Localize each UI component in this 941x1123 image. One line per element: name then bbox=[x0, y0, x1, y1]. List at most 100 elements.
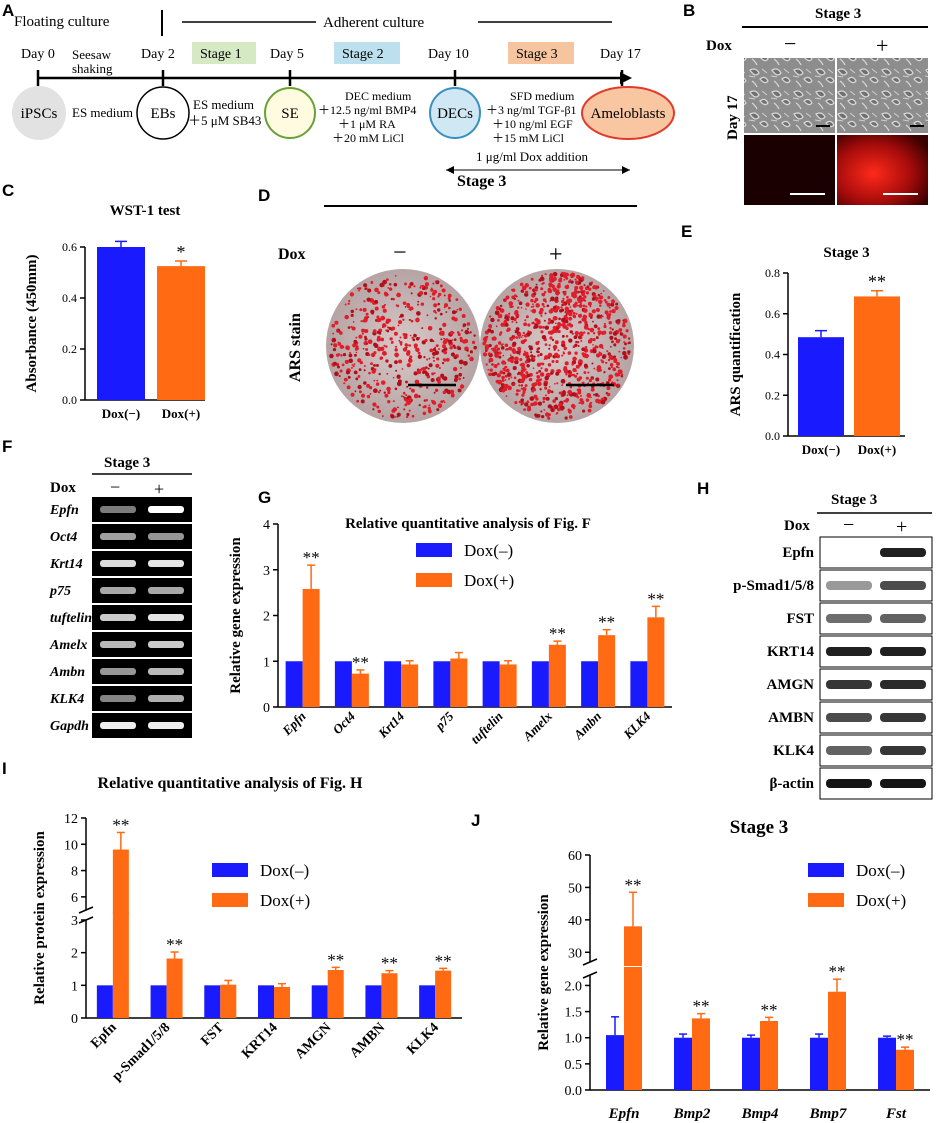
stain-dot bbox=[544, 368, 549, 372]
stain-dot bbox=[408, 397, 412, 401]
stain-dot bbox=[617, 318, 621, 323]
gel-band bbox=[148, 560, 184, 567]
stain-dot bbox=[576, 396, 580, 399]
panel-b-minus: − bbox=[784, 31, 796, 56]
stain-dot bbox=[607, 358, 611, 362]
stain-dot bbox=[466, 327, 469, 330]
stain-dot bbox=[563, 346, 567, 351]
stain-dot bbox=[585, 398, 590, 402]
gel-label-p75: p75 bbox=[49, 584, 71, 599]
stain-dot bbox=[473, 345, 477, 350]
dish-minus-stain bbox=[329, 275, 477, 419]
stain-dot bbox=[392, 376, 395, 379]
stain-dot bbox=[536, 362, 541, 367]
bar-dox-epfn-lower bbox=[624, 967, 642, 1090]
stain-dot bbox=[360, 399, 365, 404]
stain-dot bbox=[540, 314, 543, 317]
stain-dot bbox=[579, 394, 582, 397]
stain-dot bbox=[484, 344, 490, 350]
stain-dot bbox=[565, 310, 570, 315]
stain-dot bbox=[566, 295, 569, 299]
stain-dot bbox=[437, 302, 440, 306]
stain-dot bbox=[577, 280, 582, 285]
stain-dot bbox=[406, 415, 409, 419]
stain-dot bbox=[357, 358, 362, 363]
stain-dot bbox=[572, 315, 577, 319]
stain-dot bbox=[567, 298, 573, 303]
stain-dot bbox=[427, 325, 433, 331]
day-0-label: Day 0 bbox=[21, 47, 55, 62]
stain-dot bbox=[543, 382, 548, 387]
stain-dot bbox=[581, 352, 585, 356]
stain-dot bbox=[442, 322, 447, 328]
stain-dot bbox=[453, 346, 457, 349]
stain-dot bbox=[473, 334, 476, 337]
stain-dot bbox=[557, 322, 562, 327]
stain-dot bbox=[349, 351, 352, 354]
stain-dot bbox=[525, 302, 530, 307]
stain-dot bbox=[530, 402, 534, 407]
stain-dot bbox=[567, 374, 572, 378]
panel-b: B Stage 3 Dox − + Day 17 bbox=[683, 1, 928, 205]
bar-dox-tuftelin bbox=[499, 664, 517, 707]
stain-dot bbox=[618, 350, 621, 353]
stain-dot bbox=[599, 295, 604, 300]
stain-dot bbox=[551, 338, 555, 342]
stain-dot bbox=[422, 370, 426, 374]
stain-dot bbox=[431, 292, 436, 296]
stain-dot bbox=[550, 371, 554, 375]
stain-dot bbox=[394, 352, 399, 358]
stain-dot bbox=[570, 272, 576, 278]
blot-label-actin: β-actin bbox=[769, 776, 814, 792]
blot-band bbox=[880, 746, 926, 755]
stain-dot bbox=[353, 339, 358, 344]
stain-dot bbox=[592, 285, 596, 290]
chart-title: Relative quantitative analysis of Fig. F bbox=[345, 516, 591, 532]
stain-dot bbox=[561, 340, 566, 345]
stain-dot bbox=[436, 408, 440, 412]
stain-dot bbox=[373, 363, 376, 367]
stain-dot bbox=[363, 369, 366, 372]
stain-dot bbox=[595, 308, 599, 311]
y-tick-label: 0 bbox=[263, 701, 270, 716]
ipsc-circle bbox=[12, 86, 66, 140]
stain-dot bbox=[608, 367, 611, 371]
stain-dot bbox=[347, 302, 350, 305]
stain-dot bbox=[585, 376, 589, 380]
bar-dox-oct4 bbox=[351, 673, 369, 707]
stain-dot bbox=[518, 400, 522, 404]
stain-dot bbox=[485, 363, 488, 366]
legend-swatch-dox-minus bbox=[808, 863, 844, 877]
stain-dot bbox=[565, 334, 569, 338]
stain-dot bbox=[618, 328, 623, 332]
stain-dot bbox=[623, 341, 626, 344]
stain-dot bbox=[587, 339, 593, 344]
stain-dot bbox=[573, 289, 579, 295]
stain-dot bbox=[580, 339, 583, 342]
stain-dot bbox=[524, 334, 528, 338]
stain-dot bbox=[621, 373, 624, 376]
stain-dot bbox=[544, 375, 550, 381]
stain-dot bbox=[563, 279, 566, 281]
stain-dot bbox=[431, 351, 437, 356]
sfd-medium-1: ＋3 ng/ml TGF-β1 bbox=[486, 103, 577, 117]
gel-band bbox=[100, 614, 136, 621]
stain-dot bbox=[413, 285, 416, 288]
blot-band bbox=[826, 713, 872, 722]
stain-dot bbox=[406, 400, 411, 406]
stain-dot bbox=[454, 374, 459, 379]
stain-dot bbox=[344, 359, 349, 364]
stain-dot bbox=[363, 283, 368, 288]
x-tick-label: Dox(−) bbox=[102, 406, 140, 421]
stain-dot bbox=[508, 312, 511, 315]
stain-dot bbox=[575, 340, 578, 344]
stain-dot bbox=[567, 370, 571, 374]
panel-d-ars: ARS stain bbox=[287, 313, 304, 382]
stain-dot bbox=[583, 363, 588, 368]
stain-dot bbox=[494, 349, 498, 353]
stain-dot bbox=[331, 323, 336, 328]
stain-dot bbox=[570, 373, 574, 377]
stain-dot bbox=[590, 387, 595, 392]
panel-f: F Stage 3 Dox − + Epfn Oct4 Krt14 p75 tuftel… bbox=[2, 437, 192, 738]
significance-stars: ** bbox=[598, 613, 615, 632]
